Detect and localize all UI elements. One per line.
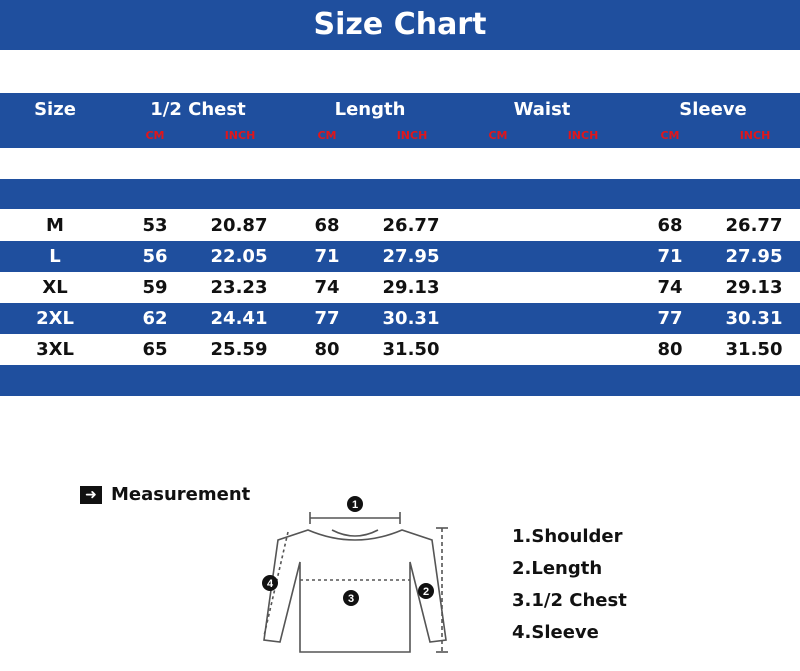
sleeve-cm-cell: 74 [657, 277, 683, 298]
table-row: M 53 20.87 68 26.77 68 26.77 [0, 210, 800, 241]
size-cell: 2XL [36, 308, 74, 329]
sleeve-inch-cell: 26.77 [725, 215, 783, 236]
sleeve-cm-cell: 68 [657, 215, 683, 236]
header-sleeve: Sleeve [679, 99, 747, 120]
length-cm-cell: 74 [314, 277, 340, 298]
unit-inch: INCH [739, 129, 771, 142]
table-header-band [0, 93, 800, 148]
marker-2: 2 [418, 583, 434, 599]
sleeve-inch-cell: 29.13 [725, 277, 783, 298]
chest-cm-cell: 56 [142, 246, 168, 267]
page-title: Size Chart [313, 7, 487, 42]
chest-cm-cell: 62 [142, 308, 168, 329]
table-row: 3XL 65 25.59 80 31.50 80 31.50 [0, 334, 800, 365]
legend-sleeve: 4.Sleeve [512, 622, 599, 643]
title-band [0, 0, 800, 50]
unit-inch: INCH [396, 129, 428, 142]
size-cell: 3XL [36, 339, 74, 360]
unit-cm: CM [145, 129, 165, 142]
sleeve-inch-cell: 27.95 [725, 246, 783, 267]
legend-chest: 3.1/2 Chest [512, 590, 627, 611]
spacer-band [0, 179, 800, 209]
svg-text:2: 2 [423, 586, 429, 598]
chest-cm-cell: 53 [142, 215, 168, 236]
length-inch-cell: 29.13 [382, 277, 440, 298]
unit-cm: CM [660, 129, 680, 142]
chest-inch-cell: 24.41 [210, 308, 268, 329]
measurement-title: Measurement [111, 484, 251, 505]
header-length: Length [334, 99, 406, 120]
unit-cm: CM [317, 129, 337, 142]
size-cell: L [49, 246, 61, 267]
table-row: 2XL 62 24.41 77 30.31 77 30.31 [0, 303, 800, 334]
sleeve-cm-cell: 77 [657, 308, 683, 329]
svg-text:1: 1 [352, 499, 358, 511]
table-footer-band [0, 365, 800, 396]
length-inch-cell: 27.95 [382, 246, 440, 267]
length-cm-cell: 80 [314, 339, 340, 360]
length-cm-cell: 68 [314, 215, 340, 236]
unit-cm: CM [488, 129, 508, 142]
chest-cm-cell: 59 [142, 277, 168, 298]
svg-text:4: 4 [267, 578, 274, 590]
chest-inch-cell: 25.59 [210, 339, 268, 360]
unit-inch: INCH [224, 129, 256, 142]
sleeve-cm-cell: 71 [657, 246, 683, 267]
table-row: XL 59 23.23 74 29.13 74 29.13 [0, 272, 800, 303]
header-waist: Waist [513, 99, 571, 120]
marker-3: 3 [343, 590, 359, 606]
chest-cm-cell: 65 [142, 339, 168, 360]
table-row: L 56 22.05 71 27.95 71 27.95 [0, 241, 800, 272]
length-inch-cell: 31.50 [382, 339, 440, 360]
legend-length: 2.Length [512, 558, 603, 579]
length-cm-cell: 71 [314, 246, 340, 267]
length-cm-cell: 77 [314, 308, 340, 329]
sleeve-inch-cell: 31.50 [725, 339, 783, 360]
header-size: Size [34, 99, 76, 120]
length-inch-cell: 30.31 [382, 308, 440, 329]
shirt-diagram: 1 2 3 4 [262, 496, 448, 653]
svg-text:3: 3 [348, 593, 354, 605]
chest-inch-cell: 22.05 [210, 246, 268, 267]
header-chest: 1/2 Chest [150, 99, 246, 120]
marker-1: 1 [347, 496, 363, 512]
arrow-right-icon: ➜ [80, 486, 102, 504]
sleeve-inch-cell: 30.31 [725, 308, 783, 329]
sleeve-cm-cell: 80 [657, 339, 683, 360]
length-inch-cell: 26.77 [382, 215, 440, 236]
chest-inch-cell: 23.23 [210, 277, 268, 298]
chest-inch-cell: 20.87 [210, 215, 268, 236]
size-cell: XL [42, 277, 68, 298]
legend-shoulder: 1.Shoulder [512, 526, 623, 547]
marker-4: 4 [262, 575, 278, 591]
size-cell: M [46, 215, 64, 236]
unit-inch: INCH [567, 129, 599, 142]
